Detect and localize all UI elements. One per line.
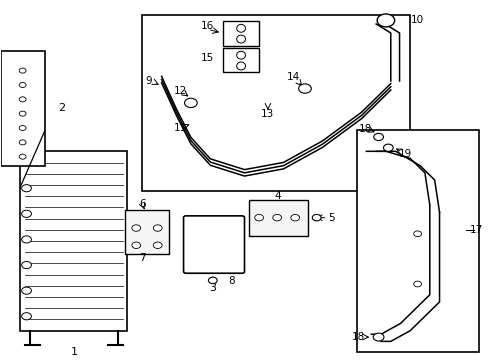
Circle shape [298, 84, 311, 93]
Text: 8: 8 [227, 276, 234, 286]
Bar [222, 21, 259, 45]
Text: 17: 17 [468, 225, 482, 235]
Circle shape [21, 261, 31, 269]
Circle shape [290, 215, 299, 221]
Circle shape [184, 98, 197, 108]
Circle shape [153, 242, 162, 248]
Text: 12: 12 [173, 86, 186, 96]
Bar [20, 151, 127, 330]
Circle shape [376, 14, 394, 27]
Ellipse shape [236, 51, 245, 59]
Text: 16: 16 [201, 21, 214, 31]
Circle shape [413, 231, 421, 237]
Circle shape [19, 111, 26, 116]
Bar [125, 211, 168, 253]
Circle shape [19, 140, 26, 145]
Text: 14: 14 [286, 72, 299, 82]
Text: 5: 5 [327, 213, 334, 222]
Text: 3: 3 [209, 283, 216, 293]
Circle shape [21, 236, 31, 243]
Circle shape [254, 215, 263, 221]
Circle shape [132, 225, 141, 231]
Circle shape [19, 97, 26, 102]
Ellipse shape [236, 62, 245, 70]
Circle shape [208, 277, 217, 284]
Circle shape [21, 210, 31, 217]
Text: 10: 10 [410, 15, 423, 26]
Ellipse shape [236, 24, 245, 32]
Text: 18: 18 [351, 332, 365, 342]
Circle shape [19, 82, 26, 87]
Bar [222, 48, 259, 72]
Text: 2: 2 [58, 103, 65, 113]
Circle shape [272, 215, 281, 221]
Circle shape [413, 281, 421, 287]
Circle shape [19, 126, 26, 131]
Text: 11: 11 [173, 123, 186, 133]
Text: 13: 13 [261, 109, 274, 119]
Circle shape [21, 287, 31, 294]
Circle shape [19, 154, 26, 159]
Text: 19: 19 [398, 149, 411, 159]
Text: 18: 18 [358, 124, 371, 134]
Bar [356, 130, 478, 352]
Circle shape [19, 68, 26, 73]
Text: 7: 7 [139, 253, 145, 263]
Bar [0, 51, 44, 166]
FancyBboxPatch shape [183, 216, 244, 273]
Text: 15: 15 [201, 53, 214, 63]
Bar [142, 15, 409, 191]
Circle shape [373, 134, 383, 140]
Text: 4: 4 [274, 191, 281, 201]
Text: 1: 1 [70, 347, 77, 357]
Circle shape [21, 313, 31, 320]
Circle shape [153, 225, 162, 231]
Circle shape [132, 242, 141, 248]
Text: 6: 6 [139, 199, 145, 210]
Circle shape [383, 144, 392, 151]
Bar [249, 200, 307, 235]
Circle shape [372, 333, 383, 341]
Text: 9: 9 [145, 76, 151, 86]
Circle shape [312, 215, 321, 221]
Circle shape [21, 185, 31, 192]
Ellipse shape [236, 35, 245, 43]
